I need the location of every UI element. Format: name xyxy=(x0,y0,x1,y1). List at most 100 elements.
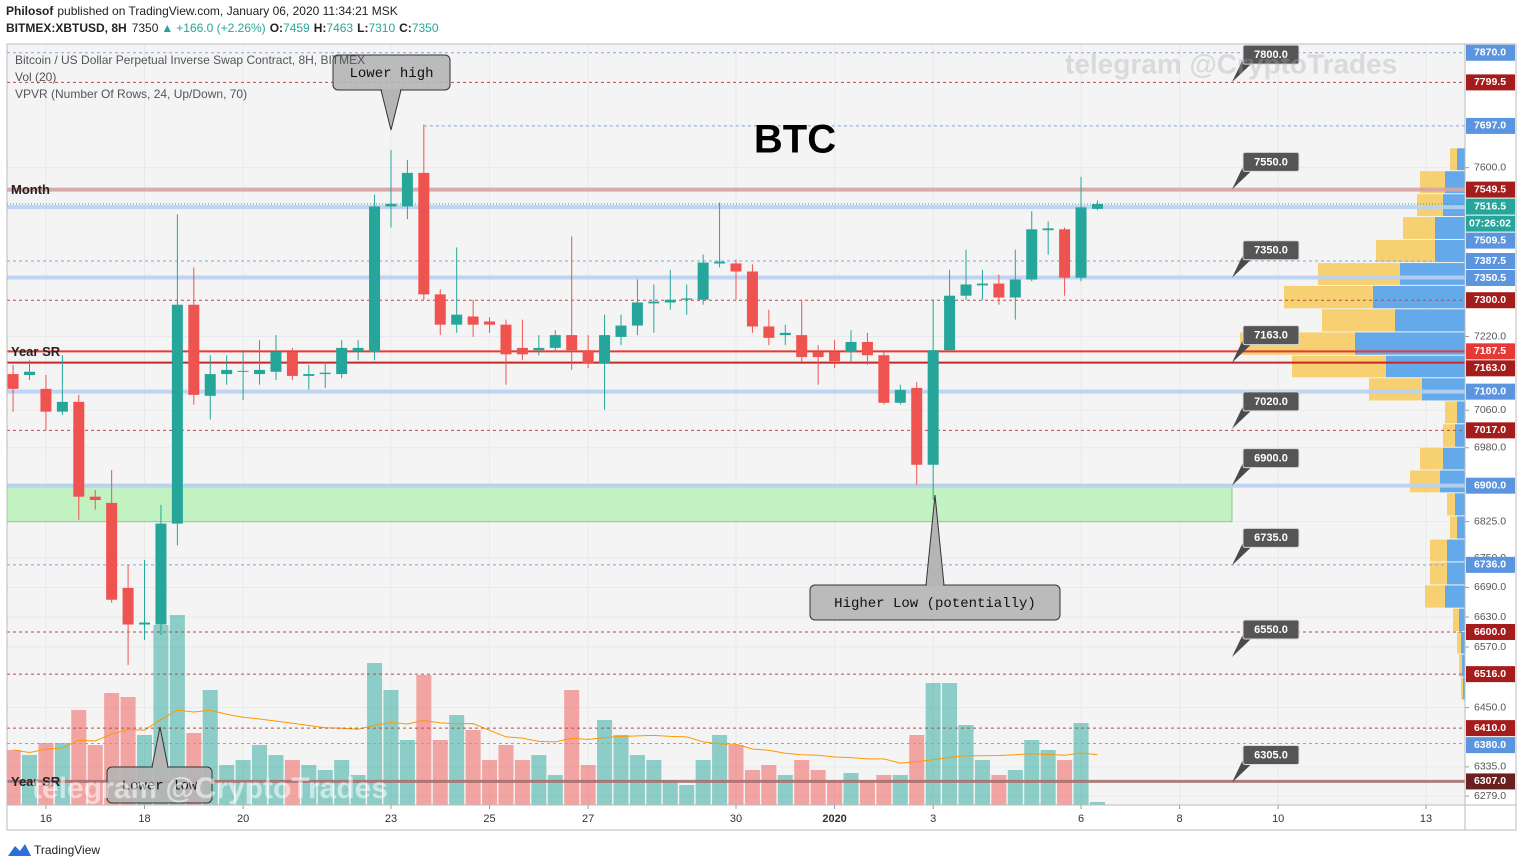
volume-bar xyxy=(1024,740,1040,805)
candle-body xyxy=(270,352,282,372)
profile-down xyxy=(1461,677,1463,700)
profile-down xyxy=(1443,424,1455,447)
candle-body xyxy=(829,352,841,362)
x-tick-label: 23 xyxy=(385,813,397,825)
callout-label: 7163.0 xyxy=(1254,329,1288,341)
volume-bar xyxy=(958,725,974,805)
profile-down xyxy=(1318,263,1400,285)
candle-body xyxy=(1009,279,1021,298)
volume-bar xyxy=(892,775,908,805)
x-tick-label: 6 xyxy=(1078,813,1084,825)
profile-up xyxy=(1462,654,1465,677)
price-label: 7509.5 xyxy=(1474,234,1506,246)
callout-label: 6735.0 xyxy=(1254,532,1288,544)
x-tick-label: 27 xyxy=(582,813,594,825)
time-axis xyxy=(7,805,1465,830)
price-label-box xyxy=(1466,44,1515,61)
candle-body xyxy=(533,347,545,351)
callout-box xyxy=(1242,325,1300,346)
note-text: Higher Low (potentially) xyxy=(834,596,1036,612)
candle-body xyxy=(122,587,134,625)
candle-body xyxy=(894,389,906,403)
price-label-box xyxy=(1466,666,1515,683)
profile-down xyxy=(1420,447,1443,470)
candle-body xyxy=(369,206,381,353)
volume-bar xyxy=(662,780,678,805)
volume-bar xyxy=(843,773,859,805)
callout-label: 7020.0 xyxy=(1254,396,1288,408)
profile-up xyxy=(1463,677,1465,700)
price-label: 7300.0 xyxy=(1474,294,1506,306)
volume-bar xyxy=(761,765,777,805)
candle-body xyxy=(89,496,101,501)
volume-bar xyxy=(1089,802,1105,805)
candle-body xyxy=(303,374,315,376)
profile-up xyxy=(1422,378,1465,401)
countdown: 07:26:02 xyxy=(1469,217,1511,229)
profile-up xyxy=(1443,447,1465,470)
logo-icon xyxy=(8,844,31,856)
y-tick-label: 6825.0 xyxy=(1474,515,1506,527)
profile-down xyxy=(1284,285,1373,309)
profile-down xyxy=(1447,493,1455,516)
price-label-box xyxy=(1466,477,1515,494)
instrument: Bitcoin / US Dollar Perpetual Inverse Sw… xyxy=(15,53,365,67)
volume-bar xyxy=(728,745,744,805)
y-tick-label: 6980.0 xyxy=(1474,442,1506,454)
profile-down xyxy=(1425,585,1445,608)
volume-bar xyxy=(876,775,892,805)
profile-up xyxy=(1457,401,1465,424)
price-label: 7697.0 xyxy=(1474,120,1506,132)
profile-up xyxy=(1386,355,1465,378)
price-label: 7350.5 xyxy=(1474,272,1506,284)
candle-body xyxy=(763,326,775,338)
price-label-box xyxy=(1466,773,1515,790)
candle-body xyxy=(566,335,578,351)
volume-bar xyxy=(712,735,728,805)
callout-box xyxy=(1242,744,1300,765)
profile-up xyxy=(1447,539,1465,562)
price-label-box xyxy=(1466,737,1515,754)
profile-up xyxy=(1447,562,1465,585)
profile-up xyxy=(1445,585,1465,608)
volume-bar xyxy=(1040,750,1056,805)
price-label: 6410.0 xyxy=(1474,722,1506,734)
y-tick-label: 6690.0 xyxy=(1474,581,1506,593)
volume-bar xyxy=(54,743,70,805)
symbol-line: BITMEX:XBTUSD, 8H 7350 ▲ +166.0 (+2.26%) O:7… xyxy=(6,21,439,35)
callout-label: 7550.0 xyxy=(1254,156,1288,168)
volume-bar xyxy=(416,675,432,805)
candle-body xyxy=(500,324,512,355)
note-text: Lower low xyxy=(122,779,198,795)
price-label-box xyxy=(1466,292,1515,309)
candle-body xyxy=(254,369,266,375)
callout-label: 6900.0 xyxy=(1254,453,1288,465)
profile-up xyxy=(1435,217,1465,239)
volume-bar xyxy=(909,735,925,805)
volume-bar xyxy=(597,720,613,805)
profile-down xyxy=(1450,148,1457,171)
profile-up xyxy=(1457,148,1465,171)
price-label-box xyxy=(1466,74,1515,91)
volume-bar xyxy=(564,690,580,805)
candle-body xyxy=(484,321,496,325)
watermark: telegram @CryptoTrades xyxy=(1065,48,1397,79)
x-tick-label: 8 xyxy=(1177,813,1183,825)
x-tick-label: 18 xyxy=(138,813,150,825)
candle-body xyxy=(976,283,988,286)
note-text: Lower high xyxy=(349,66,433,82)
volume-bar xyxy=(827,780,843,805)
level-name: Year SR xyxy=(11,774,61,789)
candle-body xyxy=(746,271,758,327)
profile-down xyxy=(1292,355,1386,378)
price-label-box xyxy=(1466,269,1515,286)
level-name: Month xyxy=(11,182,50,197)
author: Philosof xyxy=(6,4,54,18)
profile-up xyxy=(1455,493,1465,516)
volume-bar xyxy=(679,785,695,805)
candle-body xyxy=(1091,204,1103,209)
volume-bar xyxy=(744,770,760,805)
candle-body xyxy=(878,355,890,403)
x-tick-label: 25 xyxy=(483,813,495,825)
